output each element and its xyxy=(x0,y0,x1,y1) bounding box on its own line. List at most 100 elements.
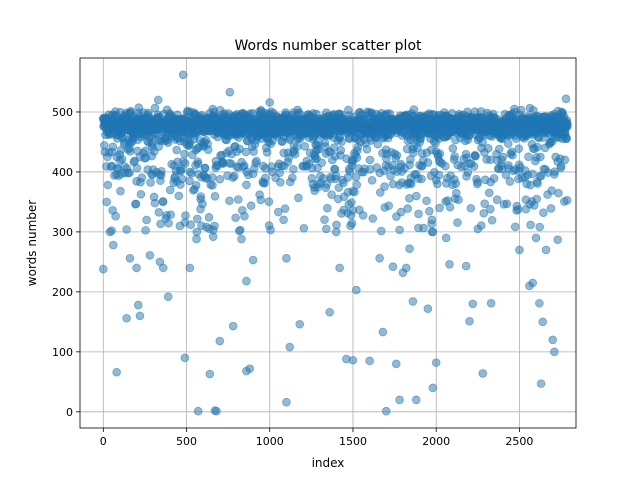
data-point xyxy=(150,198,160,208)
outlier-point xyxy=(112,367,121,377)
data-point xyxy=(198,199,207,209)
data-point xyxy=(510,222,520,232)
data-point xyxy=(550,167,559,176)
outlier-point xyxy=(541,245,551,255)
data-point xyxy=(433,179,442,189)
outlier-point xyxy=(445,259,454,269)
data-point xyxy=(320,215,329,224)
outlier-point xyxy=(228,321,238,331)
data-point xyxy=(524,152,533,162)
data-point xyxy=(419,223,428,233)
data-point xyxy=(483,144,493,153)
outlier-point xyxy=(265,98,275,107)
data-point xyxy=(428,227,438,237)
data-point xyxy=(332,171,341,181)
data-point xyxy=(191,181,201,190)
data-point xyxy=(208,181,217,190)
outlier-point xyxy=(282,397,291,407)
data-point xyxy=(235,225,245,235)
outlier-point xyxy=(125,253,135,263)
x-tick-label: 500 xyxy=(176,435,197,448)
data-point xyxy=(300,142,310,151)
data-point xyxy=(103,180,113,190)
data-point xyxy=(484,188,494,198)
data-point xyxy=(533,142,542,152)
data-point xyxy=(347,198,356,207)
data-point xyxy=(403,204,413,213)
x-tick-label: 0 xyxy=(100,435,107,448)
data-point xyxy=(562,195,572,205)
data-point xyxy=(108,142,118,152)
outlier-point xyxy=(478,369,488,378)
data-point xyxy=(266,225,275,235)
outlier-point xyxy=(193,406,203,416)
outlier-point xyxy=(405,244,414,254)
data-point xyxy=(233,195,243,204)
data-point xyxy=(539,208,548,217)
outlier-point xyxy=(401,263,411,273)
data-point xyxy=(546,204,556,213)
data-point xyxy=(422,196,431,206)
data-point xyxy=(425,206,434,216)
data-point xyxy=(146,178,155,187)
outlier-point xyxy=(423,304,433,313)
data-point xyxy=(332,220,341,230)
data-point xyxy=(350,187,359,197)
data-point xyxy=(131,199,141,209)
outlier-point xyxy=(378,327,388,337)
outlier-point xyxy=(465,316,474,326)
outlier-point xyxy=(133,300,143,310)
data-point xyxy=(289,164,298,174)
data-point xyxy=(262,148,272,157)
plot-frame xyxy=(79,57,577,429)
data-point xyxy=(122,225,131,234)
outlier-point xyxy=(135,311,145,321)
data-point xyxy=(513,205,523,214)
data-point xyxy=(454,195,463,205)
data-point xyxy=(533,179,542,188)
data-point xyxy=(210,221,219,231)
data-point xyxy=(242,180,251,190)
outlier-point xyxy=(178,70,188,80)
data-point xyxy=(290,149,300,159)
outlier-point xyxy=(553,235,562,245)
data-point xyxy=(417,174,426,184)
data-point xyxy=(132,163,142,173)
data-point xyxy=(556,161,566,171)
y-tick-label: 400 xyxy=(52,166,73,179)
data-point xyxy=(441,161,450,171)
data-point xyxy=(358,211,368,220)
data-point xyxy=(117,154,127,164)
data-point xyxy=(365,155,375,165)
ticks-layer: 0 500 1000 1500 2000 2500 0 100 200 300 400 500 xyxy=(52,106,533,448)
data-point xyxy=(285,135,295,145)
data-point xyxy=(256,195,266,205)
data-point xyxy=(445,202,455,212)
data-point xyxy=(294,193,303,203)
x-tick-label: 2500 xyxy=(505,435,533,448)
data-point xyxy=(280,204,290,213)
data-point xyxy=(229,171,239,181)
data-point xyxy=(471,151,480,161)
outlier-point xyxy=(375,253,384,263)
data-point xyxy=(157,167,166,176)
outlier-point xyxy=(391,359,401,369)
data-point xyxy=(181,211,190,220)
data-point xyxy=(204,213,214,222)
data-point xyxy=(196,192,206,201)
outlier-point xyxy=(431,358,441,367)
data-point xyxy=(494,144,504,154)
outlier-point xyxy=(145,250,155,260)
data-point xyxy=(299,223,309,233)
data-point xyxy=(158,197,168,207)
outlier-point xyxy=(153,95,163,105)
data-point xyxy=(532,194,542,204)
data-point xyxy=(395,225,404,235)
data-point xyxy=(450,152,459,161)
data-point xyxy=(373,139,383,149)
data-point xyxy=(252,156,261,166)
outlier-point xyxy=(550,347,559,357)
data-point xyxy=(186,220,195,229)
data-point xyxy=(327,190,336,199)
